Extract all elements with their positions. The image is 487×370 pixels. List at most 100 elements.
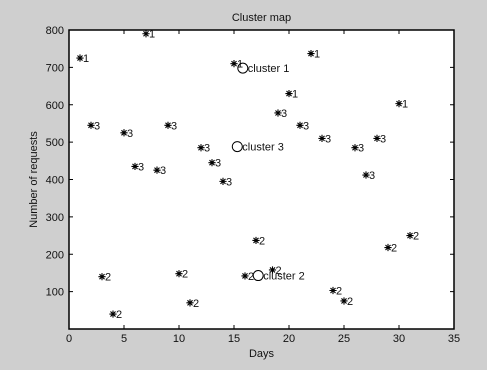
- data-point: 3: [373, 133, 386, 145]
- point-cluster-label: 3: [369, 170, 375, 182]
- y-tick-label: 400: [46, 175, 64, 187]
- y-tick-label: 100: [46, 287, 64, 299]
- cluster-centroid: cluster 2: [252, 270, 305, 283]
- data-point: 2: [268, 265, 282, 277]
- point-cluster-label: 1: [83, 53, 89, 65]
- data-point: 2: [406, 231, 419, 243]
- y-axis-label: Number of requests: [28, 131, 40, 228]
- point-cluster-label: 3: [94, 120, 100, 132]
- data-point: 2: [384, 243, 397, 255]
- x-tick-label: 20: [283, 333, 295, 345]
- chart-title: Cluster map: [232, 12, 291, 24]
- centroid-marker: [237, 62, 249, 74]
- point-cluster-label: 1: [292, 89, 298, 101]
- star-marker: [153, 166, 161, 174]
- centroid-label: cluster 1: [248, 63, 290, 75]
- data-point: 2: [186, 298, 199, 310]
- point-cluster-label: 3: [171, 120, 177, 132]
- star-marker: [373, 134, 381, 142]
- data-point: 3: [153, 165, 166, 177]
- star-marker: [395, 100, 403, 108]
- star-marker: [351, 144, 359, 152]
- data-point: 3: [197, 143, 210, 155]
- point-cluster-label: 1: [402, 99, 408, 111]
- point-cluster-label: 3: [303, 120, 309, 132]
- star-marker: [406, 231, 414, 240]
- point-cluster-label: 3: [325, 133, 331, 145]
- data-point: 3: [274, 108, 287, 120]
- data-point: 3: [131, 161, 144, 173]
- axis-ticks: 0 5 10 15 20 25 30 35 100 200 300 400 500 600 700 800: [46, 25, 460, 345]
- data-point: 2: [109, 309, 122, 321]
- data-point: 2: [340, 296, 353, 308]
- point-cluster-label: 2: [105, 272, 111, 284]
- data-point: 3: [318, 133, 331, 145]
- centroid-marker: [231, 141, 243, 153]
- star-marker: [109, 310, 117, 318]
- y-tick-label: 700: [46, 62, 64, 74]
- data-point: 3: [296, 120, 309, 132]
- point-cluster-label: 3: [226, 176, 232, 188]
- star-marker: [131, 162, 139, 171]
- point-cluster-label: 3: [127, 128, 133, 140]
- data-point: 3: [120, 128, 133, 140]
- x-axis-label: Days: [249, 348, 275, 360]
- point-cluster-label: 3: [380, 133, 386, 145]
- point-cluster-label: 2: [413, 231, 419, 243]
- point-cluster-label: 3: [138, 161, 144, 173]
- data-point: 1: [395, 99, 408, 111]
- data-point: 1: [307, 49, 320, 61]
- cluster-centroid: cluster 1: [237, 62, 290, 75]
- star-marker: [268, 266, 277, 274]
- point-cluster-label: 3: [358, 143, 364, 155]
- y-tick-label: 300: [46, 212, 64, 224]
- data-point: 1: [230, 59, 243, 71]
- point-cluster-label: 2: [347, 296, 353, 308]
- star-marker: [219, 177, 227, 185]
- y-tick-label: 200: [46, 249, 64, 261]
- point-cluster-label: 1: [149, 29, 155, 41]
- point-cluster-label: 3: [204, 143, 210, 155]
- data-point: 3: [219, 176, 232, 188]
- data-point: 2: [98, 272, 111, 284]
- star-marker: [252, 236, 260, 245]
- point-cluster-label: 3: [215, 158, 221, 170]
- y-tick-label: 800: [46, 25, 64, 37]
- data-point: 1: [285, 89, 298, 101]
- star-marker: [274, 109, 282, 117]
- point-cluster-label: 2: [248, 271, 254, 283]
- star-marker: [340, 297, 348, 305]
- point-cluster-label: 1: [237, 59, 243, 71]
- star-marker: [285, 89, 293, 98]
- data-point: 3: [87, 120, 100, 132]
- point-cluster-label: 2: [276, 265, 282, 277]
- data-point: 3: [208, 158, 221, 170]
- centroid-label: cluster 2: [263, 271, 305, 283]
- data-point: 2: [175, 269, 188, 281]
- star-marker: [87, 121, 95, 129]
- star-marker: [197, 144, 205, 152]
- star-marker: [76, 54, 84, 62]
- centroid-marker: [252, 270, 264, 282]
- star-marker: [318, 134, 326, 142]
- point-cluster-label: 2: [193, 298, 199, 310]
- star-marker: [175, 270, 183, 278]
- data-point: 3: [164, 120, 177, 132]
- x-tick-label: 5: [121, 333, 127, 345]
- star-marker: [329, 286, 337, 295]
- star-marker: [208, 159, 216, 167]
- star-marker: [230, 60, 238, 68]
- data-point: 2: [329, 286, 342, 298]
- point-cluster-label: 1: [314, 49, 320, 61]
- y-tick-label: 500: [46, 137, 64, 149]
- star-marker: [98, 273, 106, 281]
- point-cluster-label: 2: [391, 243, 397, 255]
- cluster-centroids: cluster 1 cluster 2 cluster 3: [231, 62, 305, 283]
- star-marker: [362, 171, 370, 179]
- x-tick-label: 35: [448, 333, 460, 345]
- star-marker: [120, 129, 128, 137]
- point-cluster-label: 3: [160, 165, 166, 177]
